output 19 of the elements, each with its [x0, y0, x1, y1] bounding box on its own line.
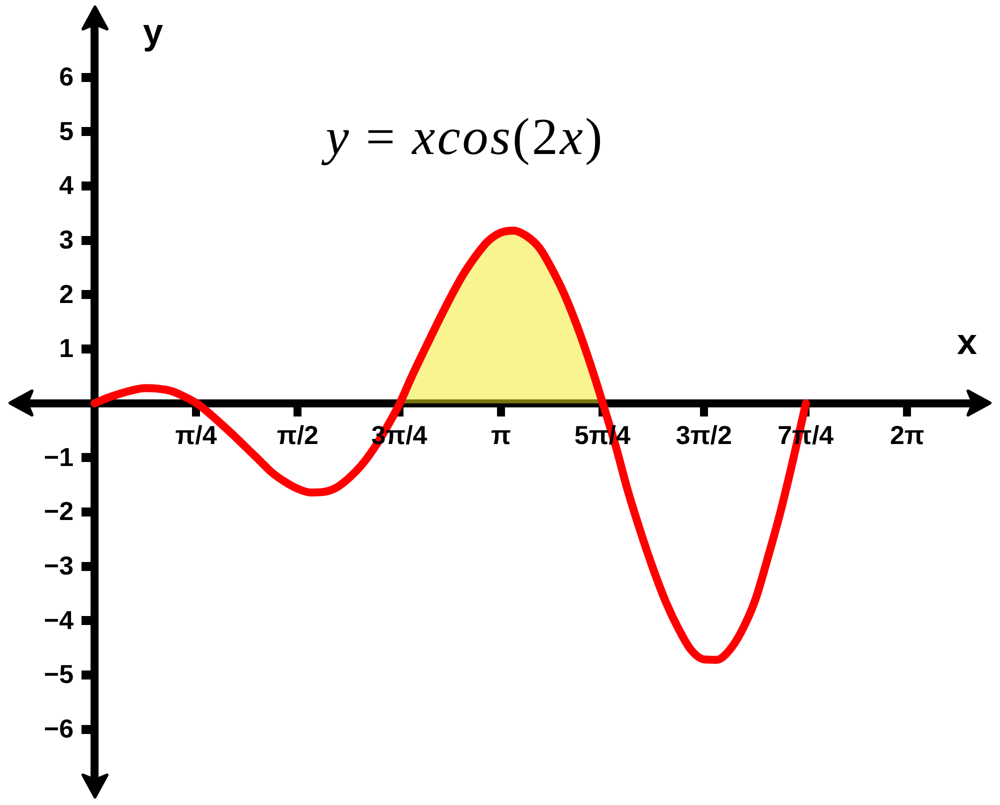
y-tick-label: −6: [44, 714, 74, 744]
y-tick-label: 3: [59, 224, 74, 255]
y-axis-title: y: [143, 11, 164, 52]
y-tick-label: 6: [59, 62, 74, 92]
x-tick-label: 2π: [890, 420, 924, 450]
x-tick-label: 3π/2: [676, 420, 732, 450]
x-axis-title: x: [957, 321, 978, 362]
x-tick-label: π/4: [175, 420, 218, 450]
y-tick-label: −3: [44, 550, 74, 581]
x-tick-label: π: [490, 420, 511, 450]
y-tick-label: 4: [59, 170, 74, 200]
y-tick-label: −1: [44, 442, 74, 472]
y-tick-label: −4: [44, 604, 74, 635]
y-tick-label: 1: [59, 333, 74, 364]
y-tick-label: 5: [59, 116, 74, 146]
y-tick-label: −2: [44, 496, 74, 526]
y-tick-label: 2: [59, 278, 74, 309]
y-tick-label: −5: [44, 659, 74, 690]
x-tick-label: π/2: [276, 420, 319, 450]
